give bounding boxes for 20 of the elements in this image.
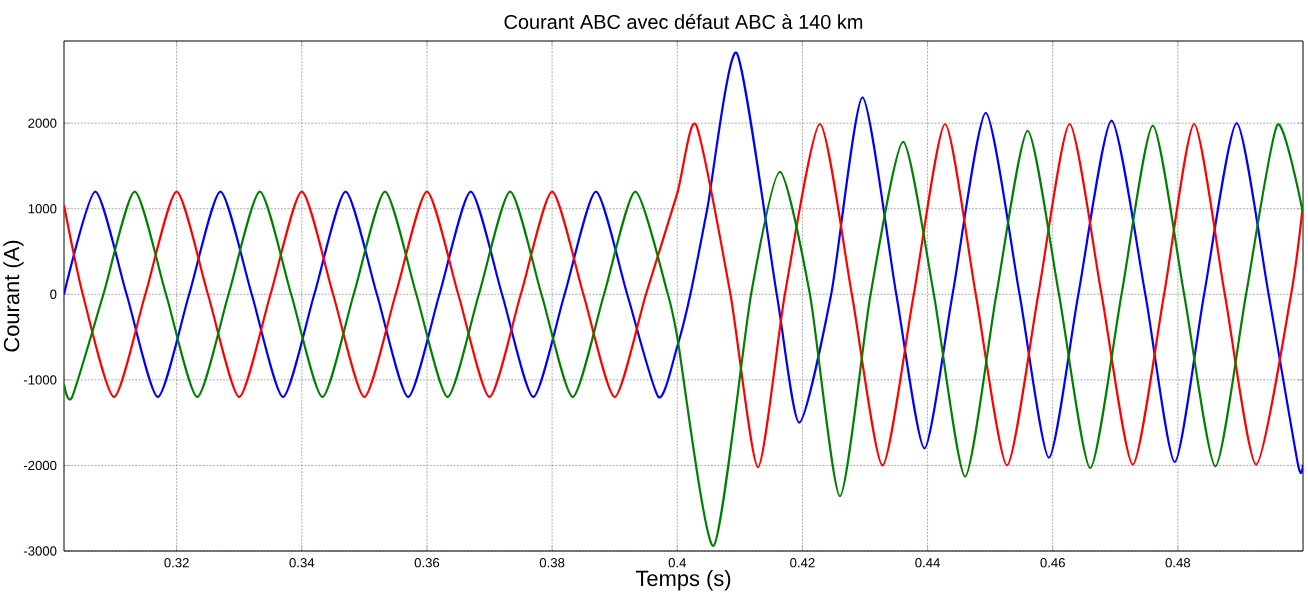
- y-tick-label: -3000: [23, 546, 57, 556]
- x-tick-label: 0.4: [668, 558, 687, 568]
- x-axis-title: Temps (s): [635, 570, 731, 591]
- x-tick-label: 0.36: [414, 558, 440, 568]
- y-axis-title: Courant (A): [3, 240, 24, 352]
- x-tick-label: 0.32: [164, 558, 189, 568]
- y-tick-label: -1000: [23, 375, 57, 385]
- x-tick-label: 0.48: [1165, 558, 1191, 568]
- line-series: [64, 122, 1304, 469]
- x-tick-label: 0.38: [539, 558, 565, 568]
- x-tick-label: 0.44: [915, 558, 940, 568]
- y-tick-label: 0: [50, 289, 57, 299]
- x-tick-label: 0.34: [289, 558, 315, 568]
- x-tick-label: 0.46: [1040, 558, 1065, 568]
- y-tick-label: 2000: [28, 118, 57, 128]
- x-tick-label: 0.42: [790, 558, 815, 568]
- line-series: [64, 123, 1304, 547]
- y-tick-label: -2000: [23, 460, 57, 471]
- chart-title: Courant ABC avec défaut ABC à 140 km: [504, 14, 863, 29]
- y-tick-label: 1000: [28, 204, 57, 214]
